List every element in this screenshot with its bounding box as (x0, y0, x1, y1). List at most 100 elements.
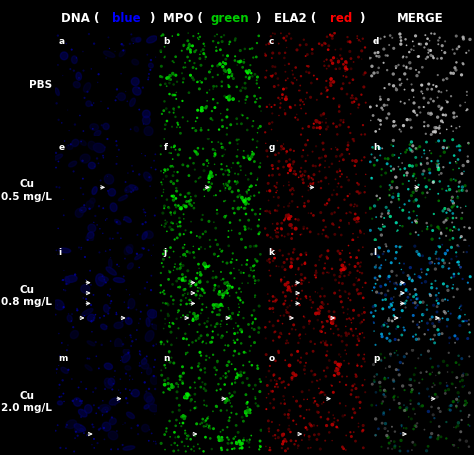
Point (67, 141, 74, 148)
Point (285, 283, 292, 290)
Point (185, 41, 193, 48)
Point (405, 413, 412, 420)
Point (219, 172, 227, 179)
Point (176, 219, 184, 226)
Point (427, 355, 434, 363)
Point (316, 163, 323, 170)
Point (300, 324, 308, 331)
Point (376, 273, 384, 280)
Point (173, 315, 181, 323)
Point (243, 412, 251, 420)
Point (284, 170, 292, 177)
Point (207, 339, 214, 346)
Point (282, 298, 289, 305)
Point (406, 142, 414, 149)
Point (446, 265, 453, 273)
Point (224, 167, 232, 174)
Point (368, 216, 376, 223)
Point (456, 124, 464, 131)
Point (244, 257, 251, 264)
Point (219, 333, 226, 340)
Point (210, 192, 218, 200)
Point (434, 326, 442, 334)
Point (302, 250, 310, 257)
Point (407, 66, 415, 73)
Point (194, 288, 201, 295)
Point (171, 236, 178, 243)
Point (222, 181, 230, 188)
Point (328, 33, 336, 40)
Point (328, 381, 335, 389)
Point (80, 68, 87, 75)
Point (217, 436, 225, 444)
Point (400, 123, 407, 130)
Point (222, 374, 229, 381)
Point (354, 362, 361, 369)
Point (195, 265, 203, 273)
Point (179, 162, 187, 169)
Point (278, 143, 285, 151)
Point (454, 422, 462, 430)
Point (90, 317, 97, 324)
Point (441, 296, 449, 303)
Point (219, 258, 227, 266)
Point (438, 231, 445, 238)
Point (213, 32, 221, 39)
Point (136, 291, 144, 298)
Point (180, 44, 187, 51)
Point (451, 65, 459, 72)
Point (356, 399, 364, 406)
Point (463, 399, 471, 407)
Point (197, 244, 205, 251)
Point (307, 422, 315, 429)
Point (455, 397, 462, 404)
Point (71, 435, 79, 442)
Point (358, 48, 365, 56)
Point (373, 103, 381, 111)
Point (201, 381, 209, 388)
Point (417, 351, 425, 359)
Point (455, 314, 463, 322)
Point (374, 70, 382, 77)
Point (214, 100, 221, 107)
Point (309, 181, 317, 188)
Point (359, 122, 367, 130)
Point (447, 123, 455, 131)
Point (112, 97, 119, 105)
Point (342, 446, 349, 454)
Point (288, 376, 296, 383)
Point (218, 83, 226, 91)
Ellipse shape (144, 405, 149, 409)
Point (336, 364, 343, 371)
Point (241, 224, 249, 231)
Point (343, 342, 350, 349)
Point (277, 312, 284, 319)
Point (233, 116, 240, 123)
Point (239, 65, 246, 72)
Point (298, 288, 306, 295)
Point (412, 162, 420, 170)
Point (281, 216, 289, 223)
Point (193, 151, 201, 158)
Point (293, 398, 301, 405)
Point (95, 365, 103, 372)
Point (395, 191, 402, 198)
Point (406, 291, 414, 298)
Point (414, 216, 421, 223)
Ellipse shape (131, 39, 140, 43)
Point (140, 121, 147, 128)
Point (435, 290, 443, 297)
Point (413, 146, 420, 153)
Point (97, 425, 104, 432)
Point (417, 299, 424, 306)
Point (435, 363, 442, 370)
Point (359, 36, 366, 43)
Point (298, 436, 306, 444)
Point (330, 187, 337, 194)
Point (300, 396, 308, 403)
Point (273, 378, 281, 385)
Point (163, 248, 170, 255)
Point (228, 73, 236, 80)
Point (460, 168, 468, 176)
Point (55, 330, 63, 338)
